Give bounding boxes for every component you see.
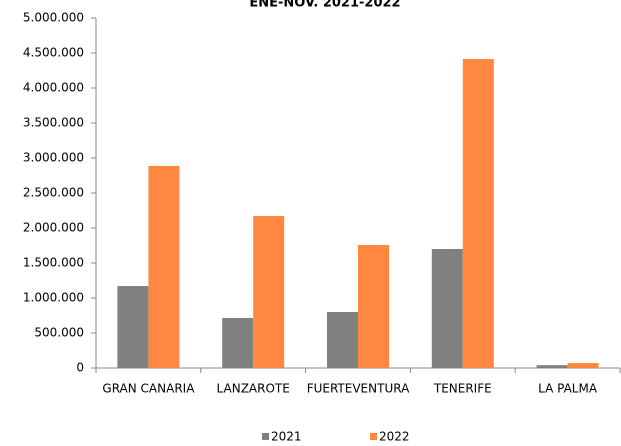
y-tick-label: 2.500.000 (23, 186, 84, 200)
bar (462, 59, 494, 369)
x-tick-label: LANZAROTE (217, 382, 290, 396)
y-tick-label: 1.500.000 (23, 256, 84, 270)
legend-swatch (370, 433, 377, 440)
bar (431, 249, 463, 368)
bar (117, 286, 149, 368)
y-tick-label: 0 (76, 361, 84, 375)
bar (536, 365, 568, 368)
y-tick-label: 2.000.000 (23, 221, 84, 235)
x-tick-label: FUERTEVENTURA (307, 382, 410, 396)
x-tick-label: LA PALMA (538, 382, 598, 396)
y-tick-label: 4.000.000 (23, 81, 84, 95)
bar (253, 216, 285, 368)
bar (222, 318, 254, 368)
legend-swatch (262, 433, 269, 440)
y-tick-label: 5.000.000 (23, 11, 84, 25)
legend-label: 2022 (379, 430, 410, 444)
bar (358, 245, 389, 368)
x-tick-label: TENERIFE (433, 382, 492, 396)
y-tick-label: 3.000.000 (23, 151, 84, 165)
y-tick-label: 1.000.000 (23, 291, 84, 305)
y-tick-label: 4.500.000 (23, 46, 84, 60)
y-tick-label: 3.500.000 (23, 116, 84, 130)
x-tick-label: GRAN CANARIA (102, 382, 195, 396)
bar (567, 363, 599, 368)
y-tick-label: 500.000 (34, 326, 84, 340)
chart-title: ENE-NOV. 2021-2022 (249, 0, 400, 11)
bar (327, 312, 358, 368)
legend-label: 2021 (271, 430, 302, 444)
bar (148, 165, 180, 368)
